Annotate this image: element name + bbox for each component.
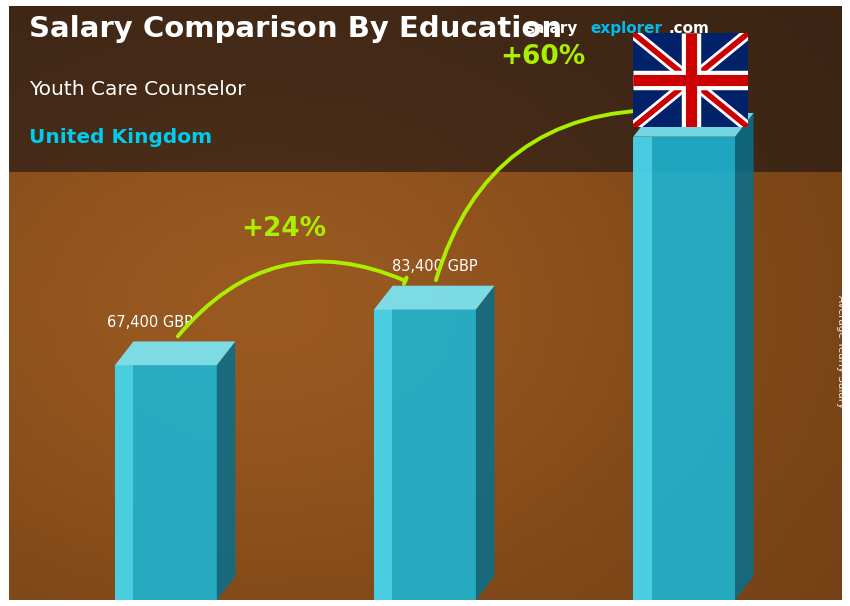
Text: explorer: explorer bbox=[590, 21, 662, 36]
Polygon shape bbox=[374, 310, 476, 600]
Polygon shape bbox=[735, 113, 754, 600]
Polygon shape bbox=[115, 365, 217, 600]
Text: 67,400 GBP: 67,400 GBP bbox=[106, 315, 192, 330]
Text: Salary Comparison By Education: Salary Comparison By Education bbox=[29, 15, 563, 43]
Polygon shape bbox=[633, 113, 754, 137]
Polygon shape bbox=[633, 137, 735, 600]
Polygon shape bbox=[476, 285, 495, 600]
Polygon shape bbox=[115, 341, 235, 365]
Polygon shape bbox=[217, 341, 235, 600]
Polygon shape bbox=[115, 365, 133, 600]
Polygon shape bbox=[374, 310, 393, 600]
Text: 83,400 GBP: 83,400 GBP bbox=[392, 259, 478, 274]
Text: 133,000 GBP: 133,000 GBP bbox=[651, 92, 745, 107]
Polygon shape bbox=[374, 285, 495, 310]
Text: Youth Care Counselor: Youth Care Counselor bbox=[29, 81, 246, 99]
Text: Average Yearly Salary: Average Yearly Salary bbox=[836, 295, 846, 408]
Text: United Kingdom: United Kingdom bbox=[29, 128, 212, 147]
Text: +24%: +24% bbox=[241, 216, 326, 242]
Polygon shape bbox=[633, 137, 652, 600]
Text: +60%: +60% bbox=[500, 44, 586, 70]
Text: .com: .com bbox=[668, 21, 709, 36]
Text: salary: salary bbox=[525, 21, 577, 36]
FancyBboxPatch shape bbox=[633, 33, 748, 127]
FancyBboxPatch shape bbox=[8, 6, 842, 172]
